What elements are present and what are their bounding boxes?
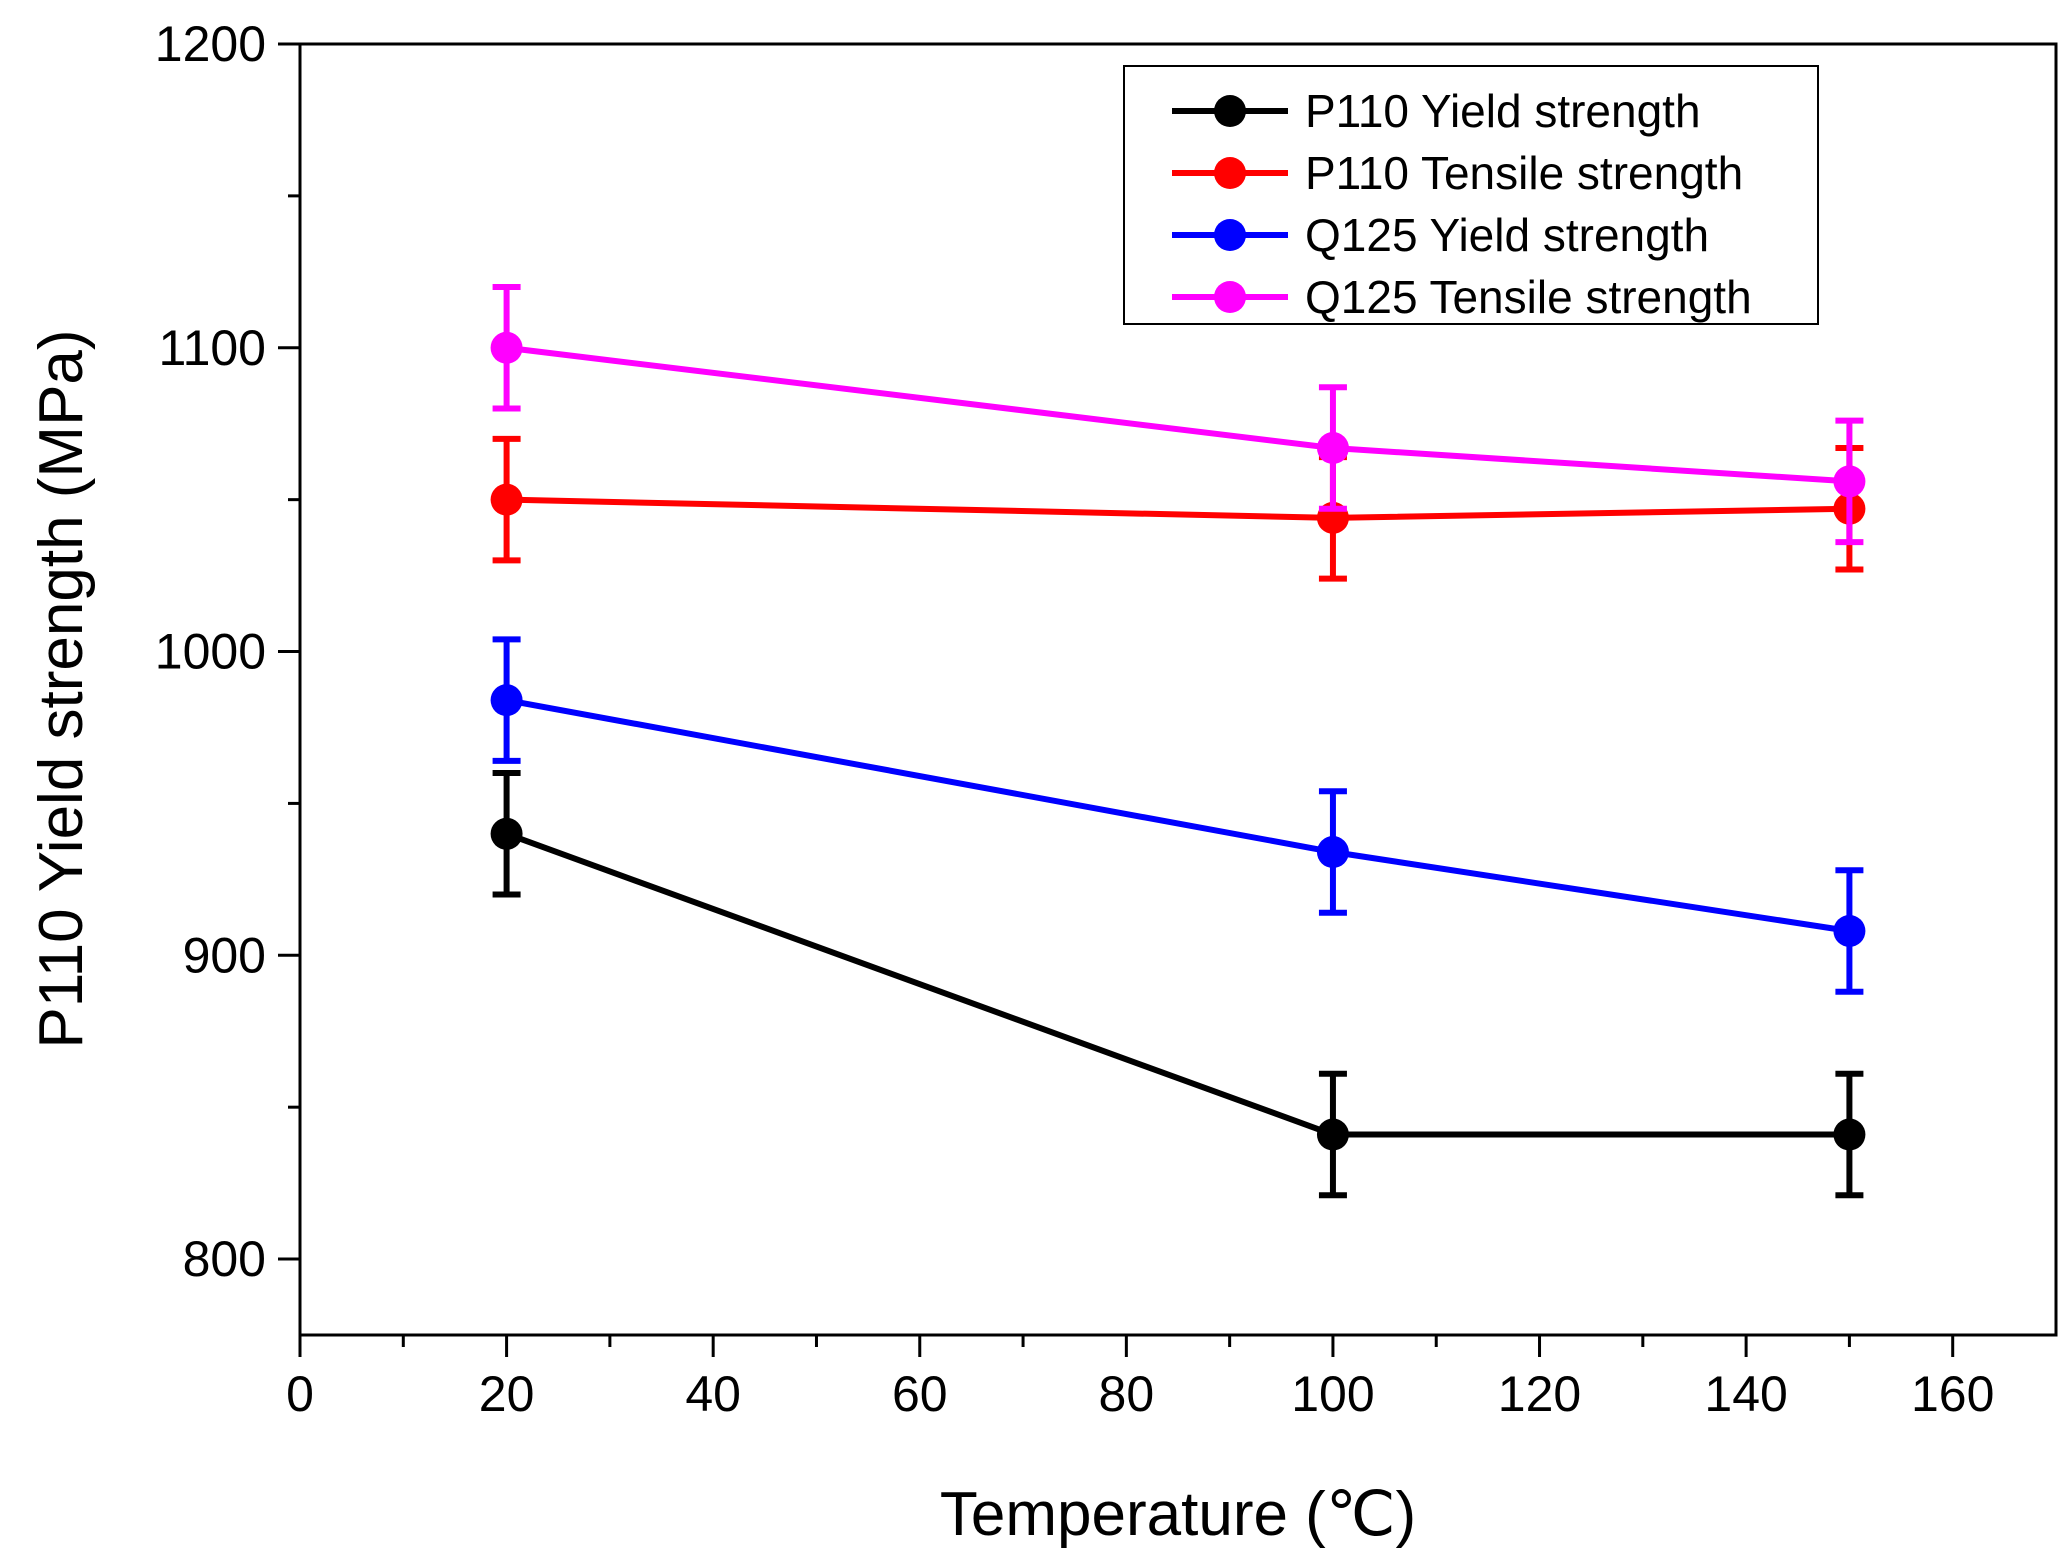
series-3 <box>490 636 1866 995</box>
legend-entry-4: Q125 Tensile strength <box>1172 271 1752 323</box>
x-tick-label: 140 <box>1704 1366 1787 1422</box>
data-point <box>490 817 523 850</box>
x-tick-label: 120 <box>1498 1366 1581 1422</box>
legend-marker <box>1214 157 1246 189</box>
series-line <box>505 830 1850 1138</box>
x-tick-label: 60 <box>892 1366 948 1422</box>
series-4 <box>490 284 1866 546</box>
plot-frame <box>298 42 2058 1337</box>
data-point <box>490 331 523 364</box>
data-point <box>490 483 523 516</box>
tick-labels: 0 20 40 60 80 100 120 140 160 800 900 1000 1100 1200 <box>155 16 1995 1422</box>
series-line <box>506 496 1850 521</box>
series-2 <box>490 435 1866 582</box>
legend: P110 Yield strength P110 Tensile strength… <box>1123 65 1819 325</box>
y-tick-label: 800 <box>183 1231 266 1287</box>
legend-label: P110 Yield strength <box>1305 85 1701 137</box>
legend-marker <box>1214 281 1246 313</box>
data-point <box>1316 1118 1349 1151</box>
y-tick-label: 900 <box>183 927 266 983</box>
y-tick-label: 1000 <box>155 624 266 680</box>
y-axis-title: P110 Yield strength (MPa) <box>27 329 96 1048</box>
x-tick-label: 100 <box>1291 1366 1374 1422</box>
x-tick-label: 20 <box>479 1366 535 1422</box>
axis-ticks <box>278 42 1955 1357</box>
series-line <box>506 697 1850 934</box>
y-tick-label: 1200 <box>155 16 266 72</box>
series-1 <box>490 770 1866 1199</box>
legend-entry-3: Q125 Yield strength <box>1172 209 1709 261</box>
x-axis-title: Temperature (℃) <box>940 1480 1416 1549</box>
x-tick-label: 0 <box>286 1366 314 1422</box>
series-group <box>490 284 1866 1199</box>
x-tick-label: 40 <box>685 1366 741 1422</box>
x-tick-label: 160 <box>1911 1366 1994 1422</box>
data-point <box>1833 1118 1866 1151</box>
x-tick-label: 80 <box>1099 1366 1155 1422</box>
data-point <box>490 684 523 717</box>
series-line <box>506 344 1850 485</box>
legend-label: Q125 Yield strength <box>1305 209 1709 261</box>
legend-entries: P110 Yield strength P110 Tensile strength… <box>1172 85 1752 323</box>
legend-label: P110 Tensile strength <box>1305 147 1743 199</box>
data-point <box>1316 836 1349 869</box>
data-point <box>1316 432 1349 465</box>
legend-marker <box>1214 95 1246 127</box>
data-point <box>1833 465 1866 498</box>
legend-marker <box>1214 219 1246 251</box>
y-tick-label: 1100 <box>158 320 266 376</box>
legend-label: Q125 Tensile strength <box>1305 271 1752 323</box>
legend-entry-2: P110 Tensile strength <box>1172 147 1743 199</box>
data-point <box>1833 914 1866 947</box>
legend-entry-1: P110 Yield strength <box>1172 85 1701 137</box>
